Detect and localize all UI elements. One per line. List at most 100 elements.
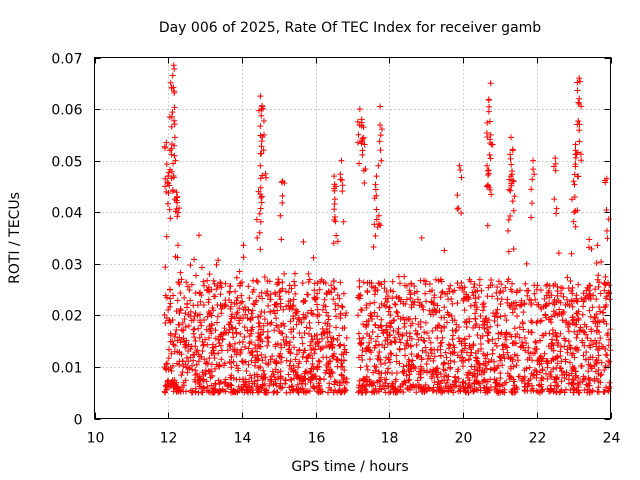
- data-point: [408, 335, 415, 342]
- data-point: [574, 310, 581, 317]
- data-point: [184, 301, 191, 308]
- data-point: [460, 384, 467, 391]
- data-point: [171, 134, 178, 141]
- data-point: [374, 333, 381, 340]
- data-point: [329, 345, 336, 352]
- data-point: [360, 167, 367, 174]
- data-point: [594, 388, 601, 395]
- data-point: [205, 334, 212, 341]
- data-point: [371, 362, 378, 369]
- data-point: [522, 384, 529, 391]
- data-point: [413, 389, 420, 396]
- data-point: [179, 369, 186, 376]
- data-point: [443, 379, 450, 386]
- data-point: [445, 296, 452, 303]
- data-point: [180, 363, 187, 370]
- data-point: [530, 166, 537, 173]
- data-point: [601, 287, 608, 294]
- data-point: [418, 234, 425, 241]
- data-point: [316, 375, 323, 382]
- data-point: [507, 363, 514, 370]
- data-point: [195, 232, 202, 239]
- data-point: [221, 303, 228, 310]
- data-point: [363, 345, 370, 352]
- data-point: [330, 296, 337, 303]
- data-point: [393, 308, 400, 315]
- data-point: [458, 209, 465, 216]
- data-point: [196, 311, 203, 318]
- data-point: [168, 151, 175, 158]
- data-point: [592, 337, 599, 344]
- data-point: [189, 389, 196, 396]
- data-point: [162, 145, 169, 152]
- data-point: [507, 212, 514, 219]
- data-point: [437, 343, 444, 350]
- data-point: [175, 279, 182, 286]
- data-point: [204, 361, 211, 368]
- data-point: [569, 290, 576, 297]
- data-point: [285, 346, 292, 353]
- data-point: [376, 341, 383, 348]
- data-point: [356, 335, 363, 342]
- data-point: [340, 218, 347, 225]
- data-point: [394, 389, 401, 396]
- data-point: [388, 320, 395, 327]
- data-point: [209, 389, 216, 396]
- data-point: [499, 388, 506, 395]
- data-point: [493, 365, 500, 372]
- data-point: [308, 374, 315, 381]
- data-point: [457, 388, 464, 395]
- data-point: [365, 344, 372, 351]
- data-point: [519, 319, 526, 326]
- data-point: [314, 290, 321, 297]
- data-point: [298, 373, 305, 380]
- data-point: [441, 373, 448, 380]
- data-point: [461, 307, 468, 314]
- data-point: [514, 385, 521, 392]
- data-point: [356, 283, 363, 290]
- data-point: [247, 316, 254, 323]
- data-point: [231, 300, 238, 307]
- data-point: [458, 279, 465, 286]
- data-point: [464, 296, 471, 303]
- data-point: [391, 334, 398, 341]
- data-point: [332, 218, 339, 225]
- data-point: [408, 280, 415, 287]
- data-point: [375, 280, 382, 287]
- data-point: [426, 385, 433, 392]
- data-point: [250, 277, 257, 284]
- data-point: [501, 355, 508, 362]
- data-point: [485, 284, 492, 291]
- data-point: [477, 335, 484, 342]
- data-point: [279, 192, 286, 199]
- data-point: [368, 335, 375, 342]
- data-point: [492, 310, 499, 317]
- data-point: [319, 325, 326, 332]
- data-point: [274, 324, 281, 331]
- data-point: [553, 333, 560, 340]
- data-points: [161, 62, 614, 396]
- data-point: [538, 374, 545, 381]
- data-point: [372, 186, 379, 193]
- data-point: [485, 97, 492, 104]
- data-point: [246, 340, 253, 347]
- data-point: [355, 330, 362, 337]
- data-point: [358, 307, 365, 314]
- data-point: [413, 331, 420, 338]
- data-point: [320, 354, 327, 361]
- data-point: [372, 232, 379, 239]
- data-point: [255, 313, 262, 320]
- data-point: [173, 327, 180, 334]
- data-point: [228, 324, 235, 331]
- data-point: [363, 330, 370, 337]
- data-point: [602, 351, 609, 358]
- data-point: [596, 304, 603, 311]
- data-point: [173, 205, 180, 212]
- data-point: [377, 103, 384, 110]
- data-point: [606, 290, 613, 297]
- data-point: [198, 331, 205, 338]
- data-point: [330, 278, 337, 285]
- data-point: [601, 367, 608, 374]
- data-point: [214, 301, 221, 308]
- data-point: [472, 288, 479, 295]
